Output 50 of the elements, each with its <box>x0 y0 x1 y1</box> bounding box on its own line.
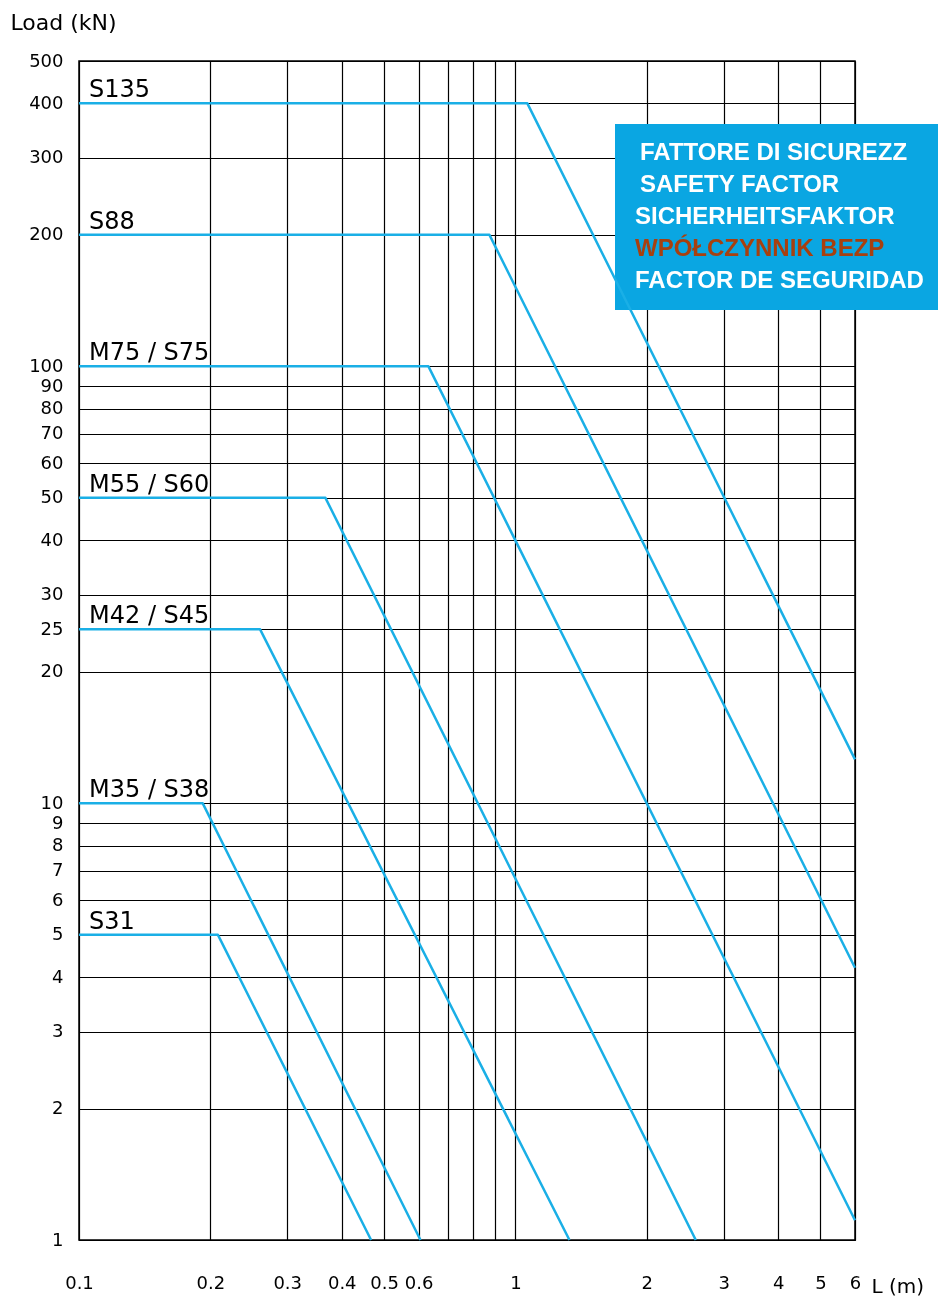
y-axis-title: Load (kN) <box>10 9 117 35</box>
x-tick-label: 5 <box>815 1271 827 1293</box>
annotation: SAFETY FACTOR <box>640 170 840 197</box>
y-tick-label: 100 <box>29 354 64 376</box>
y-tick-label: 3 <box>52 1020 64 1042</box>
y-tick-label: 70 <box>40 422 64 444</box>
y-tick-label: 400 <box>29 91 64 113</box>
y-tick-label: 300 <box>29 146 64 168</box>
annotation: SICHERHEITSFAKTOR <box>635 202 895 229</box>
x-tick-label: 2 <box>641 1271 654 1293</box>
y-tick-label: 7 <box>52 859 64 881</box>
series-label: M35 / S38 <box>89 775 210 804</box>
x-tick-label: 0.3 <box>273 1271 303 1293</box>
series-label: S135 <box>89 75 151 104</box>
y-tick-label: 5 <box>52 923 64 945</box>
y-tick-label: 10 <box>40 791 64 813</box>
y-tick-label: 9 <box>52 811 64 833</box>
x-tick-label: 0.1 <box>65 1271 94 1293</box>
y-tick-label: 4 <box>52 965 64 987</box>
y-tick-label: 1 <box>52 1228 64 1250</box>
series-label: S88 <box>89 206 135 235</box>
x-tick-label: 0.4 <box>327 1271 357 1293</box>
y-tick-label: 500 <box>29 49 64 71</box>
x-tick-label: 3 <box>718 1271 730 1293</box>
x-tick-label: 4 <box>772 1271 785 1293</box>
y-tick-label: 80 <box>40 397 64 419</box>
y-tick-label: 90 <box>40 374 64 396</box>
y-tick-label: 8 <box>52 834 64 855</box>
x-tick-label: 6 <box>849 1271 862 1293</box>
y-tick-label: 50 <box>40 486 64 508</box>
x-axis-title: L (m) <box>871 1273 925 1298</box>
annotation: FACTOR DE SEGURIDAD <box>635 266 924 293</box>
series-label: M75 / S75 <box>89 338 210 367</box>
y-tick-label: 40 <box>40 528 64 550</box>
series-label: M42 / S45 <box>89 601 210 630</box>
y-tick-label: 200 <box>29 223 64 245</box>
y-tick-label: 30 <box>40 583 64 605</box>
series-label: S31 <box>89 906 135 935</box>
x-tick-label: 1 <box>510 1271 522 1293</box>
annotation: WPÓŁCZYNNIK BEZP <box>635 234 885 261</box>
y-tick-label: 25 <box>40 617 64 639</box>
y-tick-label: 6 <box>52 888 64 910</box>
x-tick-label: 0.5 <box>370 1271 399 1293</box>
y-tick-label: 20 <box>40 660 64 682</box>
x-tick-label: 0.2 <box>196 1271 226 1293</box>
series-label: M55 / S60 <box>89 469 210 498</box>
y-tick-label: 2 <box>52 1097 64 1118</box>
y-tick-label: 60 <box>40 451 64 473</box>
annotation: FATTORE DI SICUREZZ <box>640 138 908 165</box>
x-tick-label: 0.6 <box>404 1271 434 1293</box>
